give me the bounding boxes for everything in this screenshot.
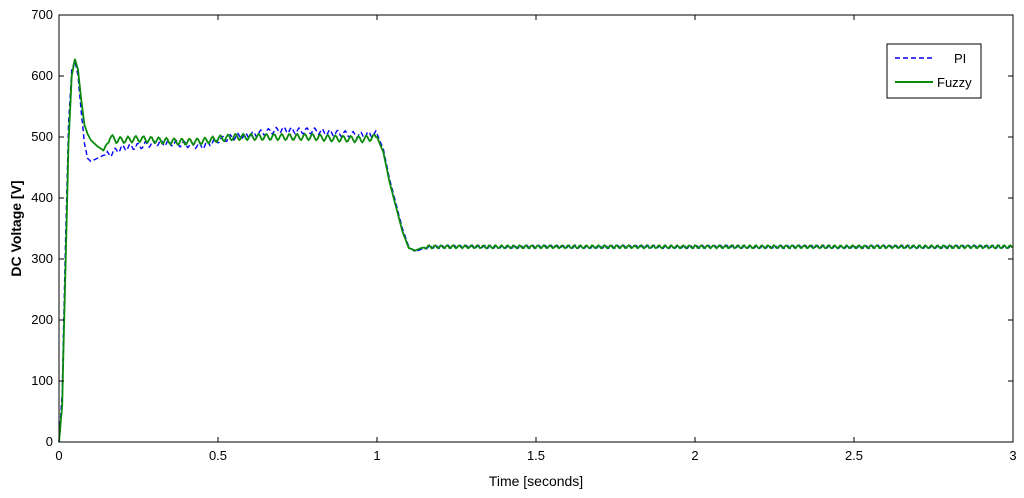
x-tick-label: 0.5 [209,448,227,463]
y-tick-label: 0 [46,434,53,449]
series-layer [58,58,1014,443]
y-tick-label: 500 [31,129,53,144]
series-line-fuzzy [58,58,1014,443]
y-tick-label: 300 [31,251,53,266]
x-axis-label: Time [seconds] [489,473,583,489]
legend: PI Fuzzy [886,43,982,99]
y-tick-label: 700 [31,7,53,22]
legend-label-fuzzy: Fuzzy [937,75,972,90]
y-tick-label: 100 [31,373,53,388]
y-axis-label: DC Voltage [V] [8,180,24,276]
x-tick-label: 3 [1009,448,1016,463]
x-tick-label: 1 [373,448,380,463]
y-tick-label: 600 [31,68,53,83]
legend-label-pi: PI [954,51,966,66]
x-tick-label: 1.5 [527,448,545,463]
legend-box [886,43,982,99]
y-tick-label: 400 [31,190,53,205]
x-tick-label: 0 [55,448,62,463]
x-tick-label: 2 [691,448,698,463]
ticks-layer: 0 0.5 1 1.5 2 2.5 3 0 100 200 300 400 500 600 700 [31,7,1016,463]
y-tick-label: 200 [31,312,53,327]
x-tick-label: 2.5 [845,448,863,463]
plot-area [59,15,1013,442]
